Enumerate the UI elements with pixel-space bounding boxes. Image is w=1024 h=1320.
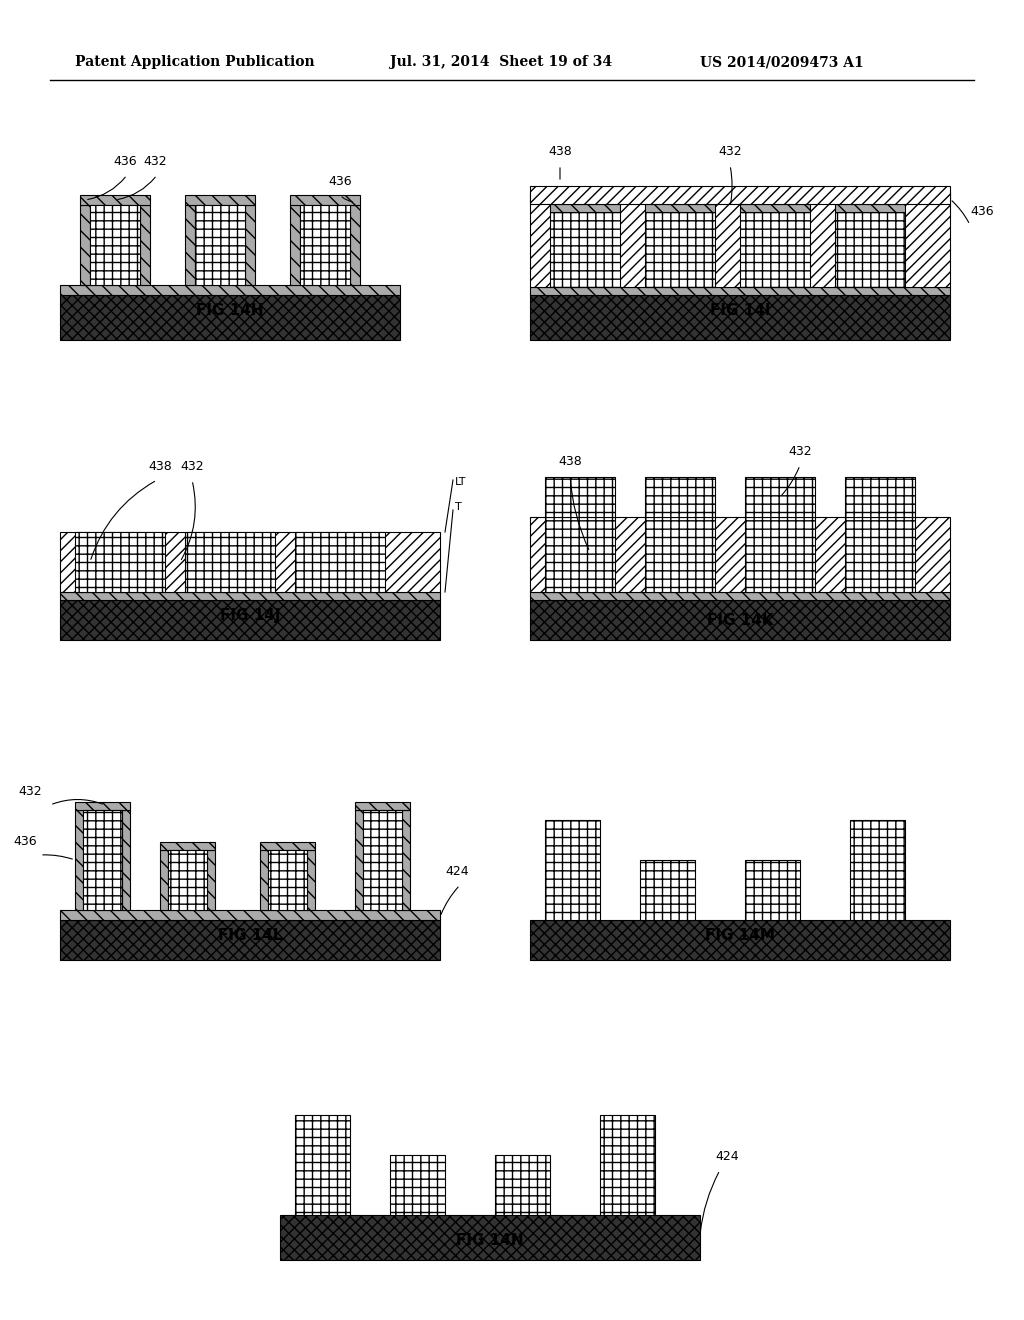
- Bar: [745, 517, 815, 591]
- Bar: [80, 195, 150, 205]
- Bar: [740, 205, 810, 213]
- Bar: [168, 850, 207, 909]
- Bar: [530, 191, 950, 286]
- Bar: [60, 591, 440, 601]
- Text: 438: 438: [548, 145, 571, 158]
- Text: US 2014/0209473 A1: US 2014/0209473 A1: [700, 55, 864, 69]
- Text: 438: 438: [558, 455, 582, 469]
- Bar: [530, 186, 950, 205]
- Text: FIG 14H: FIG 14H: [197, 304, 264, 318]
- Bar: [640, 861, 695, 920]
- Text: FIG 14J: FIG 14J: [220, 609, 281, 623]
- Bar: [60, 601, 440, 640]
- Bar: [545, 517, 615, 591]
- Bar: [307, 850, 315, 909]
- Bar: [160, 850, 168, 909]
- Bar: [355, 810, 362, 909]
- Text: T: T: [455, 502, 462, 512]
- Bar: [140, 205, 150, 285]
- Bar: [75, 803, 130, 810]
- Text: FIG 14L: FIG 14L: [218, 928, 283, 942]
- Bar: [390, 1155, 445, 1214]
- Bar: [185, 195, 255, 205]
- Bar: [402, 810, 410, 909]
- Bar: [600, 1115, 655, 1214]
- Bar: [495, 1155, 550, 1214]
- Bar: [545, 820, 600, 920]
- Text: 436: 436: [114, 154, 137, 168]
- Text: FIG 14N: FIG 14N: [456, 1233, 524, 1247]
- Bar: [80, 205, 90, 285]
- Text: 436: 436: [970, 205, 993, 218]
- Bar: [530, 286, 950, 294]
- Bar: [530, 920, 950, 960]
- Text: 436: 436: [13, 836, 37, 847]
- Bar: [835, 205, 905, 213]
- Bar: [835, 213, 905, 286]
- Text: 432: 432: [788, 445, 812, 458]
- Bar: [160, 842, 215, 850]
- Text: Jul. 31, 2014  Sheet 19 of 34: Jul. 31, 2014 Sheet 19 of 34: [390, 55, 612, 69]
- Bar: [245, 205, 255, 285]
- Bar: [207, 850, 215, 909]
- Bar: [850, 820, 905, 920]
- Bar: [530, 591, 950, 601]
- Text: 438: 438: [148, 459, 172, 473]
- Bar: [530, 294, 950, 341]
- Bar: [60, 920, 440, 960]
- Bar: [83, 810, 122, 909]
- Bar: [645, 213, 715, 286]
- Bar: [60, 532, 440, 591]
- Bar: [90, 205, 140, 285]
- Bar: [295, 532, 385, 591]
- Bar: [75, 532, 165, 591]
- Bar: [355, 803, 410, 810]
- Bar: [550, 213, 620, 286]
- Bar: [545, 477, 615, 517]
- Text: 436: 436: [328, 176, 352, 187]
- Bar: [122, 810, 130, 909]
- Bar: [185, 532, 275, 591]
- Bar: [260, 842, 315, 850]
- Text: 432: 432: [180, 459, 204, 473]
- Bar: [185, 205, 195, 285]
- Text: 432: 432: [143, 154, 167, 168]
- Bar: [530, 601, 950, 640]
- Text: LT: LT: [455, 477, 467, 487]
- Bar: [290, 205, 300, 285]
- Bar: [845, 477, 915, 517]
- Bar: [195, 205, 245, 285]
- Text: 424: 424: [715, 1150, 738, 1163]
- Bar: [60, 294, 400, 341]
- Bar: [530, 517, 950, 591]
- Text: FIG 14I: FIG 14I: [710, 304, 770, 318]
- Bar: [268, 850, 307, 909]
- Bar: [745, 861, 800, 920]
- Bar: [60, 909, 440, 920]
- Bar: [260, 850, 268, 909]
- Bar: [645, 517, 715, 591]
- Bar: [300, 205, 350, 285]
- Bar: [290, 195, 360, 205]
- Bar: [295, 1115, 350, 1214]
- Text: 424: 424: [445, 865, 469, 878]
- Bar: [845, 517, 915, 591]
- Text: 432: 432: [18, 785, 42, 799]
- Bar: [362, 810, 402, 909]
- Text: FIG 14K: FIG 14K: [707, 612, 773, 628]
- Text: Patent Application Publication: Patent Application Publication: [75, 55, 314, 69]
- Bar: [550, 205, 620, 213]
- Bar: [645, 205, 715, 213]
- Bar: [645, 477, 715, 517]
- Bar: [350, 205, 360, 285]
- Bar: [75, 810, 83, 909]
- Text: FIG 14M: FIG 14M: [705, 928, 775, 942]
- Text: 432: 432: [718, 145, 741, 158]
- Bar: [60, 285, 400, 294]
- Bar: [745, 477, 815, 517]
- Bar: [280, 1214, 700, 1261]
- Bar: [740, 213, 810, 286]
